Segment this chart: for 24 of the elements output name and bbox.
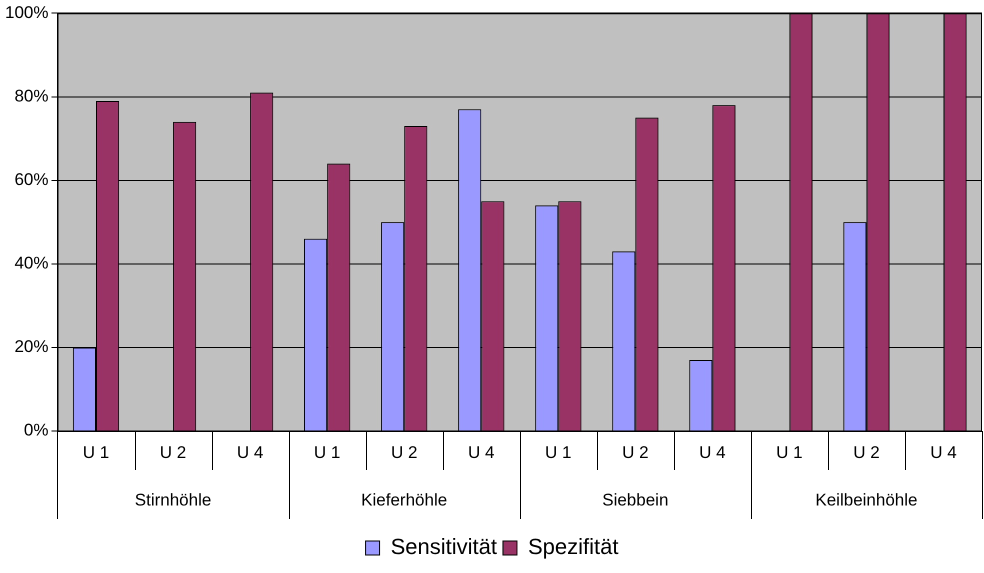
x-tick-label: U 1 (314, 442, 340, 462)
x-tick-label: U 2 (853, 442, 880, 462)
y-tick-label: 0% (24, 420, 48, 440)
text: Keilbeinhöhle (815, 490, 918, 510)
legend-label: Spezifität (528, 534, 618, 560)
y-tick-label: 40% (14, 254, 48, 273)
x-tick-label: U 2 (390, 442, 418, 462)
x-tick-label: U 4 (699, 442, 726, 462)
x-tick-label: U 2 (160, 442, 186, 462)
x-tick-label: U 4 (930, 442, 957, 462)
x-tick-label: U 4 (236, 442, 264, 462)
text: Siebbein (602, 490, 668, 510)
y-tick-label: 60% (14, 170, 48, 190)
x-tick-label: U 1 (776, 442, 803, 462)
x-tick-label: U 4 (468, 442, 494, 462)
y-tick-label: 80% (14, 86, 48, 106)
x-tick-label: U 1 (545, 442, 572, 462)
text: Kieferhöhle (361, 490, 448, 510)
y-tick-label: 100% (4, 2, 48, 22)
x-tick-label: U 2 (622, 442, 649, 462)
x-tick-label: U 1 (82, 442, 110, 462)
text: Stirnhöhle (134, 490, 212, 510)
y-tick-label: 20% (14, 337, 48, 356)
legend-label: Sensitivität (390, 534, 497, 560)
